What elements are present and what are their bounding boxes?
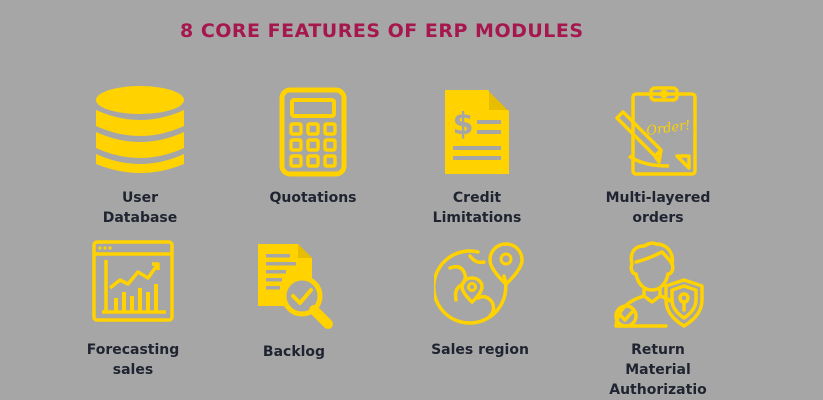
feature-label: User Database	[102, 190, 178, 226]
feature-label: Quotations	[269, 190, 357, 206]
feature-label: Credit Limitations	[432, 190, 522, 226]
invoice-dollar-icon: $	[397, 86, 557, 178]
order-clipboard-icon: Order!	[578, 84, 738, 180]
globe-location-icon	[400, 238, 560, 328]
feature-label: Sales region	[431, 342, 529, 358]
calculator-icon	[233, 86, 393, 178]
feature-label: Forecasting sales	[86, 342, 180, 378]
feature-label: Multi-layered orders	[605, 190, 711, 226]
person-shield-icon	[578, 238, 738, 330]
svg-text:$: $	[453, 107, 474, 142]
forecast-chart-icon	[53, 238, 213, 324]
svg-text:Order!: Order!	[646, 118, 692, 139]
feature-label: Return Material Authorizatio	[609, 342, 707, 398]
document-search-icon	[214, 240, 374, 334]
database-icon	[60, 84, 220, 180]
feature-label: Backlog	[262, 344, 326, 360]
page-title: 8 CORE FEATURES OF ERP MODULES	[180, 20, 584, 42]
